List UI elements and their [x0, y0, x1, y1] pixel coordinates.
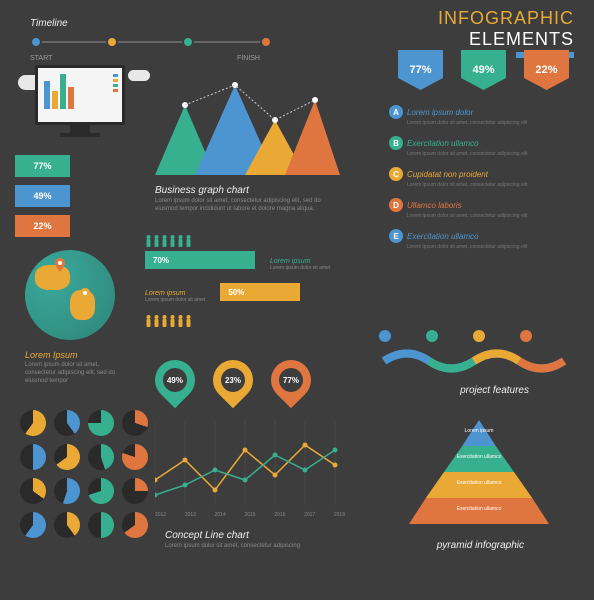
mini-pie-chart	[88, 444, 114, 470]
line-chart: 2012201320142015201620172018	[155, 420, 345, 520]
globe-desc: Lorem ipsum dolor sit amet, consectetur …	[25, 362, 125, 385]
mini-pie-chart	[54, 478, 80, 504]
map-pin-icon	[80, 288, 90, 302]
percentage-badges: 77% 49% 22%	[15, 155, 70, 245]
business-title: Business graph chart	[155, 185, 345, 196]
monitor-stand	[70, 125, 90, 133]
timeline-track	[30, 41, 260, 43]
shield-badges: 77% 49% 22%	[398, 50, 569, 90]
timeline-start: START	[30, 55, 52, 62]
mini-pie-chart	[20, 444, 46, 470]
mini-pie-chart	[88, 478, 114, 504]
monitor-screen	[35, 65, 125, 125]
mini-pie-chart	[20, 410, 46, 436]
timeline-section: Timeline START FINISH	[30, 18, 260, 62]
wave-svg	[379, 346, 569, 376]
stat-item: BExercitation ullamcoLorem ipsum dolor s…	[389, 136, 569, 157]
mini-pie-chart	[122, 478, 148, 504]
progress-arrows: 70%Lorem ipsumLorem ipsum dolor sit amet…	[145, 235, 345, 331]
lettered-stats: ALorem ipsum dolorLorem ipsum dolor sit …	[389, 105, 569, 260]
line-chart-svg	[155, 420, 345, 510]
pointer-badge: 49%	[147, 352, 204, 409]
stat-item: ALorem ipsum dolorLorem ipsum dolor sit …	[389, 105, 569, 126]
stat-item: DUllamco laborisLorem ipsum dolor sit am…	[389, 198, 569, 219]
title-word-2: ELEMENTS	[469, 29, 574, 49]
percentage-badge: 77%	[15, 155, 70, 177]
pie-chart-grid	[20, 410, 148, 538]
pointer-badge: 23%	[205, 352, 262, 409]
globe-text: Lorem Ipsum Lorem ipsum dolor sit amet, …	[25, 350, 125, 385]
concept-section: Concept Line chart Lorem ipsum dolor sit…	[165, 530, 335, 551]
pointer-badges: 49%23%77%	[155, 360, 311, 400]
features-title: project features	[460, 385, 529, 396]
mini-pie-chart	[54, 444, 80, 470]
stat-item: EExercitation ullamcoLorem ipsum dolor s…	[389, 229, 569, 250]
pyramid-title: pyramid infographic	[437, 540, 524, 551]
wave-dots	[379, 330, 569, 342]
mountain-svg	[145, 65, 345, 180]
business-section: Business graph chart Lorem ipsum dolor s…	[155, 185, 345, 214]
pyramid-chart: Lorem ipsumExercitation ullamcoExercitat…	[409, 420, 549, 530]
globe-title: Lorem Ipsum	[25, 350, 125, 360]
shield-badge: 77%	[398, 50, 443, 90]
mini-pie-chart	[122, 410, 148, 436]
stat-item: CCupidatat non proidentLorem ipsum dolor…	[389, 167, 569, 188]
concept-desc: Lorem ipsum dolor sit amet, consectetur …	[165, 543, 335, 551]
shield-badge: 49%	[461, 50, 506, 90]
title-word-1: INFOGRAPHIC	[438, 8, 574, 28]
pointer-badge: 77%	[263, 352, 320, 409]
wave-section	[379, 330, 569, 378]
concept-title: Concept Line chart	[165, 530, 335, 541]
mini-pie-chart	[88, 410, 114, 436]
mini-pie-chart	[54, 512, 80, 538]
mini-pie-chart	[88, 512, 114, 538]
percentage-badge: 49%	[15, 185, 70, 207]
business-desc: Lorem ipsum dolor sit amet, consectetur …	[155, 198, 345, 214]
mini-pie-chart	[122, 444, 148, 470]
monitor-graphic	[35, 65, 125, 137]
percentage-badge: 22%	[15, 215, 70, 237]
main-title: INFOGRAPHIC ELEMENTS	[438, 8, 574, 50]
shield-badge: 22%	[524, 50, 569, 90]
timeline-title: Timeline	[30, 18, 260, 29]
mini-pie-chart	[20, 478, 46, 504]
timeline-finish: FINISH	[237, 55, 260, 62]
chart-years: 2012201320142015201620172018	[155, 512, 345, 518]
map-pin-icon	[55, 258, 65, 272]
mini-pie-chart	[20, 512, 46, 538]
mini-pie-chart	[122, 512, 148, 538]
mini-pie-chart	[54, 410, 80, 436]
monitor-base	[60, 133, 100, 137]
mountain-chart	[145, 65, 345, 180]
globe-graphic	[25, 250, 115, 340]
